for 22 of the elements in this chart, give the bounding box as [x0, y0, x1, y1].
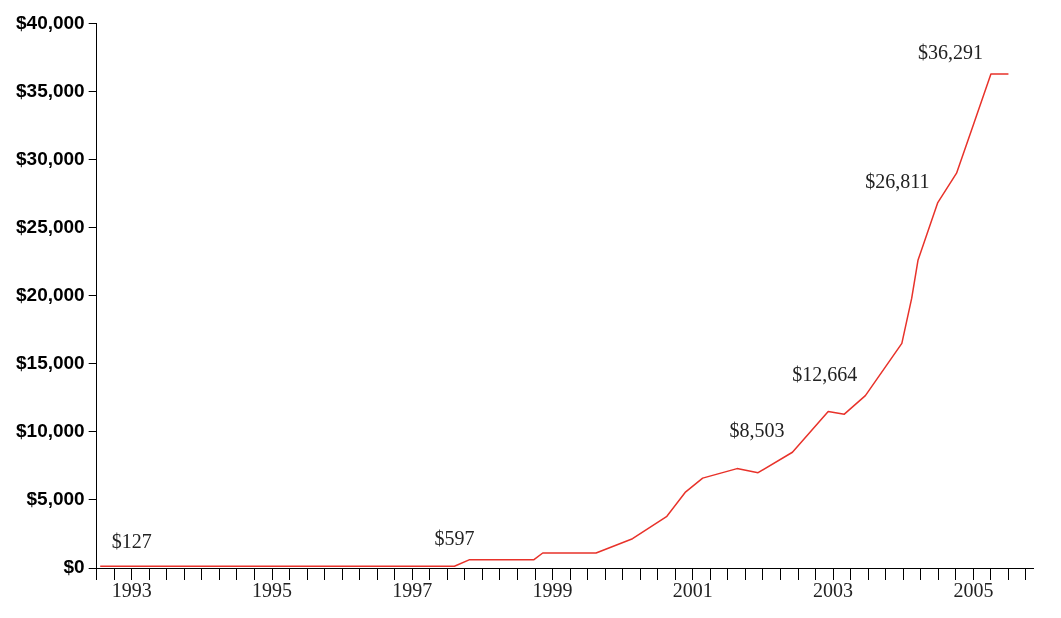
x-tick-label: 2005 — [953, 579, 994, 602]
y-tick-label: $25,000 — [15, 215, 85, 237]
y-tick-label: $5,000 — [26, 488, 85, 510]
x-tick-label: 1995 — [252, 579, 293, 602]
y-tick-label: $0 — [63, 556, 85, 578]
x-tick-label: 1997 — [392, 579, 433, 602]
y-tick-label: $10,000 — [15, 420, 85, 442]
x-tick-label: 1993 — [111, 579, 152, 602]
annotation: $26,811 — [865, 170, 930, 193]
annotation: $8,503 — [729, 419, 785, 442]
annotation: $597 — [434, 527, 475, 550]
x-tick-label: 2003 — [813, 579, 854, 602]
y-tick-label: $15,000 — [15, 352, 85, 374]
y-tick-label: $35,000 — [15, 79, 85, 101]
x-tick-label: 2001 — [672, 579, 713, 602]
annotation: $127 — [111, 529, 152, 552]
y-tick-label: $40,000 — [15, 11, 85, 33]
annotation: $36,291 — [917, 41, 983, 64]
y-tick-label: $30,000 — [15, 147, 85, 169]
y-tick-label: $20,000 — [15, 283, 85, 305]
annotation: $12,664 — [792, 362, 858, 385]
x-tick-label: 1999 — [532, 579, 573, 602]
